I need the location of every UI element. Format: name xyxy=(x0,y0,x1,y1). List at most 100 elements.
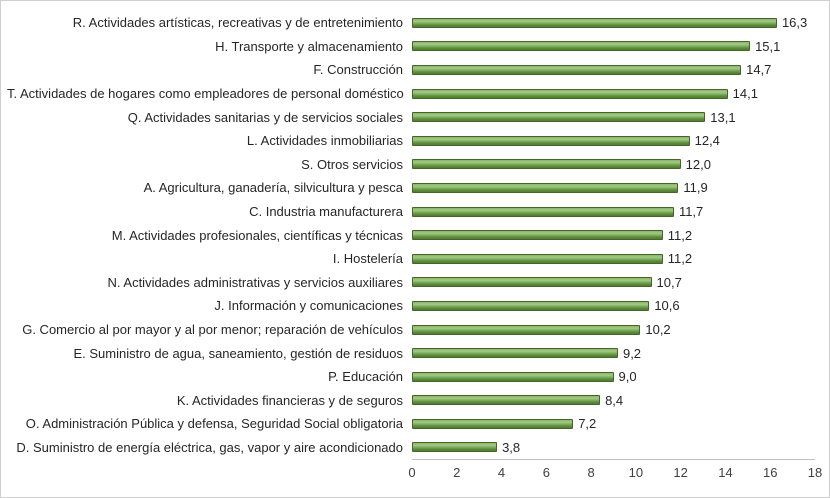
bar-row: J. Información y comunicaciones 10,6 xyxy=(7,294,815,318)
bar xyxy=(412,135,690,146)
plot-cell: 15,1 xyxy=(412,35,815,59)
value-label: 11,7 xyxy=(678,204,704,220)
value-label: 12,4 xyxy=(694,133,720,149)
x-axis: 0 2 4 6 8 10 12 14 16 18 xyxy=(408,459,822,486)
bar xyxy=(412,348,618,359)
bar-row: E. Suministro de agua, saneamiento, gest… xyxy=(7,341,815,365)
value-label: 10,2 xyxy=(645,322,671,338)
bar xyxy=(412,418,574,429)
value-label: 14,7 xyxy=(746,62,772,78)
bar-row: L. Actividades inmobiliarias 12,4 xyxy=(7,129,815,153)
bar-row: D. Suministro de energía eléctrica, gas,… xyxy=(7,436,815,460)
bar-rows: R. Actividades artísticas, recreativas y… xyxy=(7,11,815,459)
bar-row: I. Hostelería 11,2 xyxy=(7,247,815,271)
bar-row: T. Actividades de hogares como empleador… xyxy=(7,82,815,106)
bar-row: G. Comercio al por mayor y al por menor;… xyxy=(7,318,815,342)
value-label: 14,1 xyxy=(732,86,758,102)
bar xyxy=(412,206,674,217)
value-label: 11,2 xyxy=(667,227,693,243)
bar xyxy=(412,324,641,335)
plot-cell: 12,4 xyxy=(412,129,815,153)
value-label: 11,2 xyxy=(667,251,693,267)
category-label: N. Actividades administrativas y servici… xyxy=(107,274,404,290)
value-label: 12,0 xyxy=(685,156,711,172)
bar xyxy=(412,182,679,193)
plot-cell: 11,2 xyxy=(412,223,815,247)
x-axis-tick-label: 16 xyxy=(762,465,778,481)
category-label: C. Industria manufacturera xyxy=(249,204,403,220)
value-label: 10,7 xyxy=(656,274,682,290)
plot-cell: 14,7 xyxy=(412,58,815,82)
bar xyxy=(412,277,652,288)
bar-row: R. Actividades artísticas, recreativas y… xyxy=(7,11,815,35)
plot-cell: 11,7 xyxy=(412,200,815,224)
category-label: Q. Actividades sanitarias y de servicios… xyxy=(127,109,403,125)
plot-cell: 8,4 xyxy=(412,389,815,413)
bar xyxy=(412,230,663,241)
category-label: D. Suministro de energía eléctrica, gas,… xyxy=(16,439,403,455)
value-label: 11,9 xyxy=(683,180,708,196)
bar-row: K. Actividades financieras y de seguros 8… xyxy=(7,389,815,413)
category-label: J. Información y comunicaciones xyxy=(214,298,403,314)
plot-cell: 9,0 xyxy=(412,365,815,389)
category-label: E. Suministro de agua, saneamiento, gest… xyxy=(73,345,403,361)
plot-cell: 3,8 xyxy=(412,436,815,460)
category-label: P. Educación xyxy=(328,369,403,385)
category-label: G. Comercio al por mayor y al por menor;… xyxy=(22,322,403,338)
category-label: M. Actividades profesionales, científica… xyxy=(111,227,403,243)
value-label: 16,3 xyxy=(781,15,808,31)
bar-row: F. Construcción 14,7 xyxy=(7,58,815,82)
category-label: O. Administración Pública y defensa, Seg… xyxy=(25,416,403,432)
bar-row: C. Industria manufacturera 11,7 xyxy=(7,200,815,224)
x-axis-tick-label: 6 xyxy=(542,465,550,481)
value-label: 9,0 xyxy=(618,369,637,385)
value-label: 9,2 xyxy=(622,345,642,361)
plot-cell: 9,2 xyxy=(412,341,815,365)
plot-cell: 10,2 xyxy=(412,318,815,342)
category-label: A. Agricultura, ganadería, silvicultura … xyxy=(143,180,403,196)
bar-row: O. Administración Pública y defensa, Seg… xyxy=(7,412,815,436)
bar-row: A. Agricultura, ganadería, silvicultura … xyxy=(7,176,815,200)
x-axis-tick-label: 4 xyxy=(497,465,506,481)
x-axis-tick-label: 8 xyxy=(587,465,595,481)
bar xyxy=(412,41,751,52)
category-label: L. Actividades inmobiliarias xyxy=(246,133,403,149)
bar xyxy=(412,112,706,123)
category-label: H. Transporte y almacenamiento xyxy=(215,38,403,54)
bar-row: Q. Actividades sanitarias y de servicios… xyxy=(7,105,815,129)
x-axis-tick-label: 14 xyxy=(718,465,733,481)
bar xyxy=(412,64,742,75)
bar xyxy=(412,371,614,382)
bar xyxy=(412,88,728,99)
plot-cell: 10,7 xyxy=(412,271,815,295)
bar-row: M. Actividades profesionales, científica… xyxy=(7,223,815,247)
x-axis-tick-label: 12 xyxy=(673,465,688,481)
bar-row: P. Educación 9,0 xyxy=(7,365,815,389)
category-label: R. Actividades artísticas, recreativas y… xyxy=(72,15,403,31)
value-label: 8,4 xyxy=(605,392,624,408)
plot-cell: 7,2 xyxy=(412,412,815,436)
category-label: I. Hostelería xyxy=(332,251,403,267)
bar-row: N. Actividades administrativas y servici… xyxy=(7,271,815,295)
plot-cell: 11,9 xyxy=(412,176,815,200)
value-label: 13,1 xyxy=(710,109,736,125)
bar xyxy=(412,17,777,28)
bar xyxy=(412,159,681,170)
value-label: 3,8 xyxy=(502,439,521,455)
bar-row: H. Transporte y almacenamiento 15,1 xyxy=(7,35,815,59)
bar-row: S. Otros servicios 12,0 xyxy=(7,153,815,177)
plot-cell: 12,0 xyxy=(412,153,815,177)
bar xyxy=(412,253,663,264)
x-axis-tick-label: 2 xyxy=(453,465,461,481)
value-label: 10,6 xyxy=(654,298,680,314)
plot-cell: 11,2 xyxy=(412,247,815,271)
x-axis-tick-label: 0 xyxy=(408,465,416,481)
x-axis-tick-label: 18 xyxy=(807,465,823,481)
plot-cell: 13,1 xyxy=(412,105,815,129)
plot-cell: 10,6 xyxy=(412,294,815,318)
bar xyxy=(412,395,601,406)
category-label: F. Construcción xyxy=(313,62,403,78)
bar xyxy=(412,300,650,311)
x-axis-tick-label: 10 xyxy=(628,465,644,481)
